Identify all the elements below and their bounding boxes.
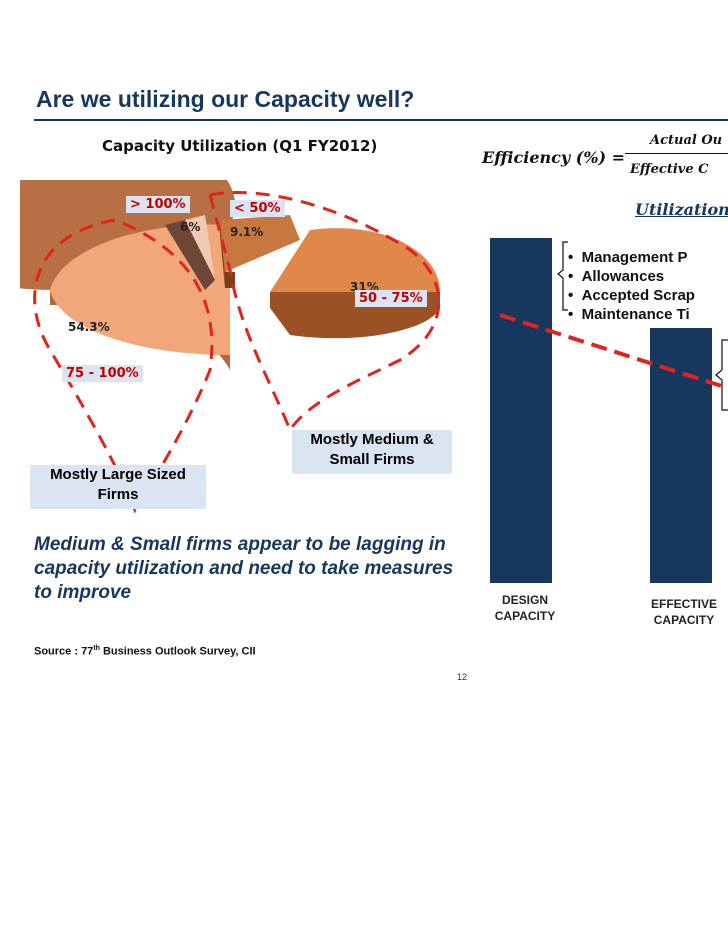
conclusion-text: Medium & Small firms appear to be laggin… <box>34 534 454 603</box>
category-label-design: DESIGN CAPACITY <box>482 592 568 624</box>
source-note: Source : 77th Business Outlook Survey, C… <box>34 645 256 658</box>
category-label-design-line1: DESIGN <box>501 593 548 607</box>
pie-chart-title: Capacity Utilization (Q1 FY2012) <box>102 137 378 155</box>
pie-slice-gt-100 <box>165 215 215 290</box>
trend-dashed-line <box>499 313 728 390</box>
right-brace <box>715 339 728 411</box>
slice-label-6: 6% <box>180 220 201 234</box>
range-tag-50-75: 50 - 75% <box>355 290 427 307</box>
bullet-item: • Management P <box>568 249 688 266</box>
formula-numerator: Actual Ou <box>650 133 723 148</box>
callout-medium-small: Mostly Medium & Small Firms <box>292 430 452 474</box>
category-label-design-line2: CAPACITY <box>494 609 556 623</box>
formula-lhs: Efficiency (%) = <box>482 148 626 167</box>
slice-label-9-1: 9.1% <box>230 225 264 239</box>
pie-chart <box>20 180 441 514</box>
bar-design-capacity <box>490 238 552 583</box>
dashed-outline-medium-small <box>208 191 441 434</box>
callout-large: Mostly Large Sized Firms <box>30 465 206 509</box>
bullet-allowances: Allowances <box>581 268 665 285</box>
bullet-accepted-scrap: Accepted Scrap <box>581 287 695 304</box>
bullet-brace <box>557 241 568 311</box>
page-number: 12 <box>457 672 468 682</box>
utilization-heading: Utilization ( <box>635 200 728 219</box>
bullet-item: • Allowances <box>568 268 665 285</box>
source-prefix: Source : 77 <box>34 645 94 658</box>
range-tag-gt-100: > 100% <box>126 196 190 213</box>
bar-effective-capacity <box>650 328 712 583</box>
bullet-management: Management P <box>581 249 688 266</box>
bullet-item: • Accepted Scrap <box>568 287 695 304</box>
dashed-outline-large <box>33 218 214 514</box>
capacity-bar-chart <box>490 238 728 583</box>
bullet-list: • Management P • Allowances • Accepted S… <box>568 248 695 324</box>
formula-fraction-bar <box>625 153 728 154</box>
slice-label-54-3: 54.3% <box>68 320 110 334</box>
bullet-item: • Maintenance Ti <box>568 306 690 323</box>
source-sup: th <box>93 645 100 652</box>
title-rule <box>34 119 728 121</box>
bullet-maintenance: Maintenance Ti <box>581 306 690 323</box>
formula-denominator: Effective C <box>630 162 709 177</box>
category-label-effective: EFFECTIVE CAPACITY <box>640 596 728 628</box>
category-label-effective-line2: CAPACITY <box>653 613 715 627</box>
pie-slice-lt-50 <box>220 215 300 288</box>
category-label-effective-line1: EFFECTIVE <box>650 597 717 611</box>
range-tag-75-100: 75 - 100% <box>62 365 143 382</box>
slide-title: Are we utilizing our Capacity well? <box>36 86 415 112</box>
source-suffix: Business Outlook Survey, CII <box>99 645 256 658</box>
range-tag-lt-50: < 50% <box>230 200 285 217</box>
